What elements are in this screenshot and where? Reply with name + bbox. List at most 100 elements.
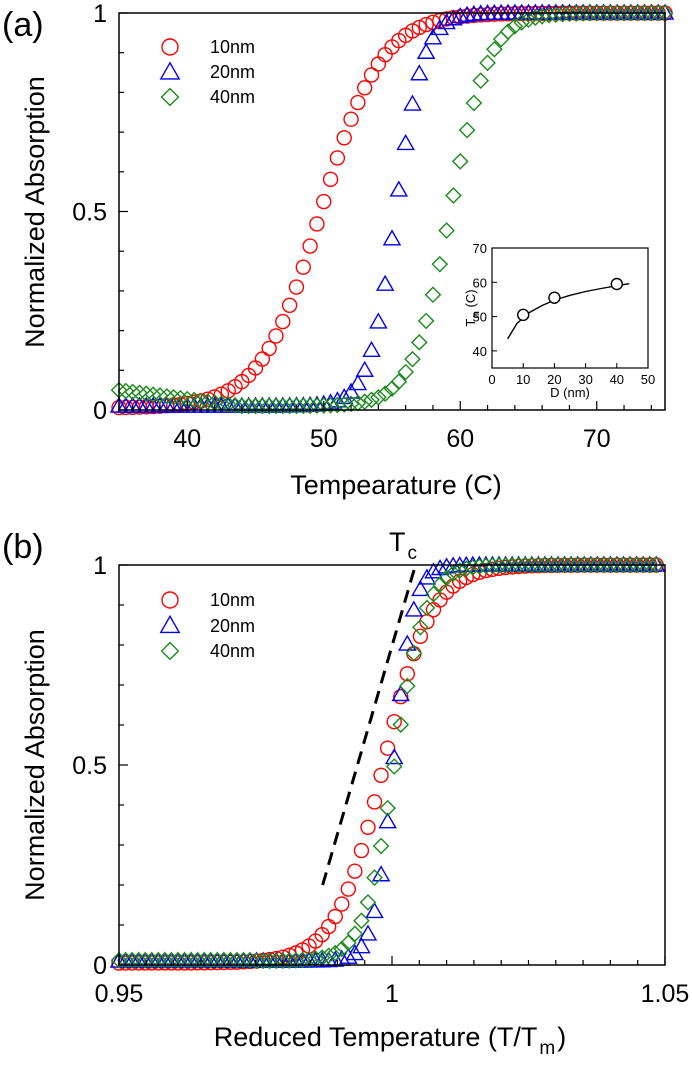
x-tick-label-a: 70 [583, 425, 611, 453]
point-b-40nm [163, 951, 180, 969]
point-a-40nm [274, 397, 292, 415]
point-a-40nm [233, 397, 251, 415]
legend-a-marker-10nm [161, 38, 179, 56]
point-a-10nm [357, 80, 373, 96]
point-b-40nm [556, 556, 573, 574]
point-a-40nm [219, 396, 237, 413]
point-b-40nm [372, 837, 390, 855]
legend-a-marker-40nm [160, 87, 180, 107]
point-b-10nm [327, 908, 343, 925]
point-b-40nm [595, 556, 613, 574]
inset-y-tick-label: 40 [473, 344, 487, 359]
legend-b-label-10nm: 10nm [210, 590, 255, 610]
point-a-40nm [479, 54, 496, 72]
legend-b-marker-10nm [161, 591, 179, 609]
point-a-40nm [390, 373, 408, 390]
point-b-40nm [143, 951, 161, 969]
point-b-40nm [189, 951, 206, 969]
point-a-40nm [445, 187, 462, 204]
point-a-40nm [267, 397, 285, 415]
point-a-40nm [486, 40, 503, 58]
point-b-40nm [195, 951, 213, 969]
panel-b-axes: 0.95 1 1.05 0 0.5 1 [72, 552, 689, 1008]
legend-b-marker-20nm [159, 614, 181, 634]
panel-a-inset: 0 10 20 30 40 50 40 50 60 70 D (nm) Tm (C) [463, 241, 655, 400]
point-a-40nm [192, 392, 210, 410]
panel-a-x-axis-label: Tempearature (C) [290, 470, 502, 500]
point-a-40nm [472, 72, 490, 89]
point-b-20nm [391, 684, 410, 702]
point-a-20nm [437, 13, 456, 30]
point-a-40nm [294, 397, 312, 415]
point-a-40nm [410, 333, 428, 351]
point-a-40nm [199, 393, 217, 411]
legend-a-label-20nm: 20nm [210, 62, 255, 82]
inset-point [610, 277, 623, 291]
point-b-40nm [575, 556, 593, 574]
inset-x-tick-label: 40 [610, 372, 624, 387]
point-b-10nm [334, 896, 350, 912]
point-a-40nm [260, 397, 278, 415]
point-b-40nm [182, 951, 200, 969]
point-a-40nm [342, 395, 360, 413]
point-a-40nm [581, 4, 599, 22]
point-b-40nm [117, 951, 134, 969]
point-b-20nm [378, 812, 397, 829]
point-b-40nm [536, 556, 554, 574]
point-b-40nm [641, 556, 659, 574]
point-b-20nm [325, 950, 345, 967]
point-a-40nm [226, 396, 244, 414]
point-a-40nm [288, 397, 305, 415]
point-a-40nm [131, 384, 148, 402]
point-a-40nm [643, 4, 660, 22]
point-a-20nm [307, 395, 327, 412]
point-b-40nm [431, 576, 449, 593]
point-b-40nm [608, 556, 626, 574]
inset-point [517, 308, 530, 322]
point-a-10nm [418, 16, 434, 33]
point-b-40nm [169, 951, 187, 969]
point-a-10nm [363, 67, 380, 83]
point-a-20nm [382, 229, 402, 246]
point-b-40nm [326, 944, 344, 962]
panel-b-marks [109, 555, 666, 971]
point-b-40nm [582, 556, 600, 574]
point-a-40nm [213, 395, 230, 412]
point-a-40nm [451, 153, 469, 170]
point-b-10nm [340, 881, 357, 897]
point-a-40nm [315, 397, 333, 414]
point-a-40nm [397, 363, 414, 381]
point-a-40nm [561, 5, 578, 23]
point-a-40nm [465, 94, 483, 112]
panel-b-x-axis-label: Reduced Temperature (T/T m) [214, 1022, 566, 1059]
point-a-40nm [608, 4, 626, 22]
point-a-20nm [341, 382, 361, 399]
point-b-40nm [497, 556, 514, 574]
point-b-40nm [484, 557, 501, 575]
point-b-40nm [202, 951, 220, 969]
y-tick-label-b: 0.5 [72, 752, 107, 780]
point-a-20nm [375, 274, 395, 291]
point-b-10nm [353, 842, 370, 859]
point-a-40nm [301, 397, 319, 415]
point-b-40nm [588, 556, 606, 574]
point-a-40nm [513, 14, 531, 31]
point-b-20nm [358, 924, 378, 941]
y-tick-label-b: 1 [93, 552, 107, 580]
point-b-20nm [404, 600, 424, 617]
inset-x-tick-label: 20 [547, 372, 561, 387]
point-a-20nm [450, 7, 470, 24]
point-a-40nm [376, 385, 394, 403]
x-tick-label-a: 50 [310, 425, 338, 453]
panel-a-axes: 40 50 60 70 0 0.5 1 [72, 0, 652, 453]
point-a-40nm [567, 5, 585, 22]
inset-x-axis-label: D (nm) [550, 385, 590, 400]
point-a-10nm [316, 193, 332, 210]
point-a-20nm [369, 312, 388, 329]
point-b-40nm [333, 940, 351, 958]
inset-marks [507, 277, 630, 340]
point-a-10nm [370, 56, 387, 72]
point-a-20nm [362, 340, 381, 358]
point-a-40nm [308, 397, 326, 415]
